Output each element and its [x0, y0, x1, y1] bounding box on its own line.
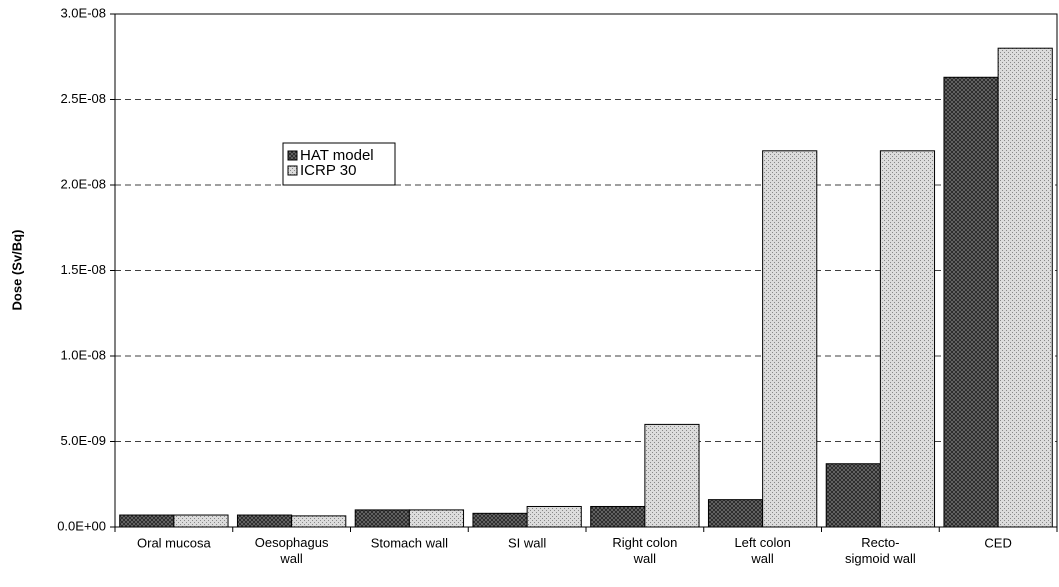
bar	[408, 509, 465, 528]
bar	[526, 505, 582, 528]
bar	[762, 150, 818, 528]
x-tick-label: CED	[984, 535, 1011, 550]
legend-label: ICRP 30	[300, 162, 356, 179]
x-tick-label: Right colon wall	[612, 535, 677, 566]
bar	[173, 514, 229, 528]
x-tick-label: Left colon wall	[734, 535, 790, 566]
y-tick-label: 2.5E-08	[60, 91, 106, 106]
legend-swatch	[287, 165, 298, 176]
bar	[825, 463, 881, 528]
bar	[354, 509, 410, 528]
y-tick-label: 1.0E-08	[60, 347, 106, 362]
bar	[644, 423, 700, 528]
y-tick-label: 3.0E-08	[60, 5, 106, 20]
plot-frame	[114, 13, 1058, 528]
y-tick-label: 0.0E+00	[57, 518, 106, 533]
legend-box	[282, 142, 396, 186]
y-tick-label: 2.0E-08	[60, 176, 106, 191]
y-axis-label: Dose (Sv/Bq)	[9, 230, 24, 311]
bar	[590, 505, 646, 528]
bar	[236, 514, 293, 528]
x-tick-label: Recto-sigmoid wall	[845, 535, 916, 566]
x-tick-label: Oral mucosa	[137, 535, 211, 550]
y-tick-label: 1.5E-08	[60, 262, 106, 277]
bar	[943, 76, 999, 528]
x-tick-label: Oesophagus wall	[255, 535, 329, 566]
y-tick-label: 5.0E-09	[60, 433, 106, 448]
x-tick-label: Stomach wall	[371, 535, 448, 550]
bar	[707, 499, 764, 528]
bar	[997, 47, 1053, 528]
x-tick-label: SI wall	[508, 535, 546, 550]
bar	[119, 514, 175, 528]
legend-label: HAT model	[300, 147, 374, 164]
bar	[879, 150, 936, 528]
legend-swatch	[287, 150, 298, 161]
bar	[291, 515, 347, 528]
bar	[472, 512, 528, 528]
